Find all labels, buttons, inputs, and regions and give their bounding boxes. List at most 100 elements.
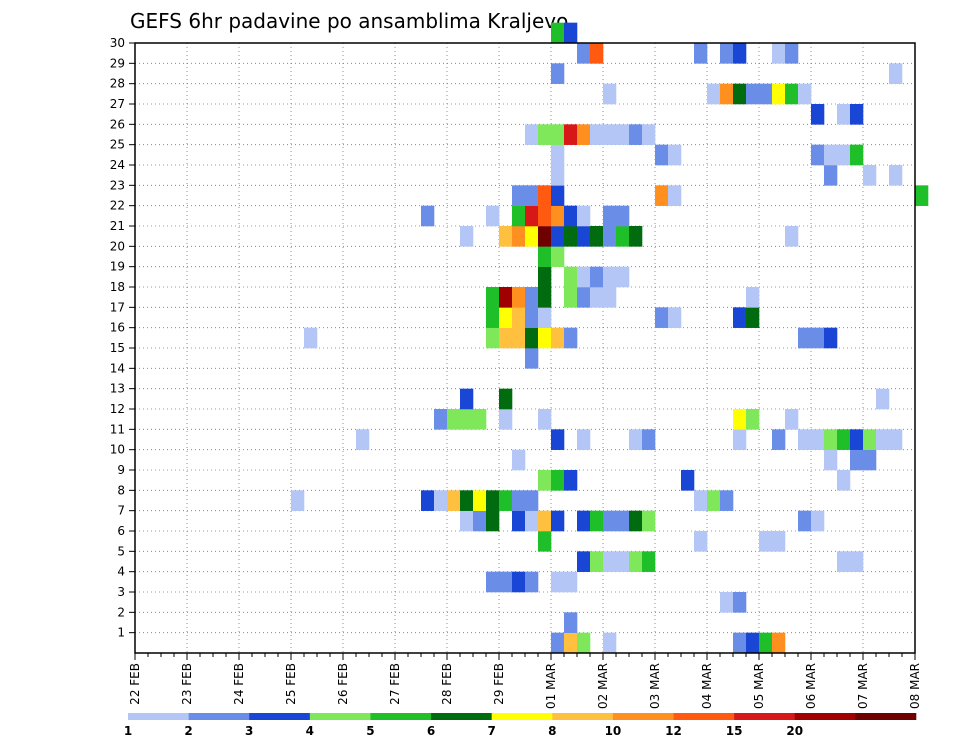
precip-cell	[733, 409, 747, 430]
precip-cell	[668, 144, 682, 166]
y-tick-label: 30	[110, 36, 125, 50]
precip-cell	[720, 83, 734, 105]
precip-cell	[473, 490, 487, 511]
precip-cell	[603, 287, 617, 308]
precip-cell	[525, 307, 539, 328]
precip-cell	[473, 409, 487, 430]
y-tick-label: 23	[110, 178, 125, 192]
precip-cell	[616, 266, 630, 288]
precip-cell	[590, 124, 604, 145]
precip-cell	[876, 388, 890, 410]
precip-cell	[525, 226, 539, 247]
precip-cell	[486, 571, 500, 593]
y-tick-label: 6	[117, 524, 125, 538]
precip-cell	[564, 205, 578, 227]
precip-cell	[746, 307, 760, 328]
precip-cell	[629, 124, 643, 145]
x-tick-label: 29 FEB	[492, 663, 506, 705]
precip-cell	[603, 226, 617, 247]
precip-cell	[577, 43, 591, 64]
precip-cell	[603, 510, 617, 532]
colorbar-swatch	[855, 713, 917, 720]
precip-cell	[850, 551, 864, 572]
precip-cell	[707, 83, 721, 105]
precip-cell	[499, 226, 513, 247]
precip-cell	[551, 470, 565, 491]
colorbar-swatch	[552, 713, 614, 720]
precip-cell	[616, 551, 630, 572]
y-axis: 1234567891011121314151617181920212223242…	[110, 36, 135, 640]
precip-cell	[590, 510, 604, 532]
colorbar: 1 2 3 4 5 6 7 8 10 12 15 20	[124, 713, 917, 738]
precip-cell	[590, 287, 604, 308]
y-tick-label: 29	[110, 56, 125, 70]
precip-cell	[863, 429, 877, 450]
y-tick-label: 8	[117, 483, 125, 497]
precip-cell	[655, 144, 669, 166]
precip-cell	[915, 185, 929, 206]
precip-cell	[863, 165, 877, 186]
colorbar-label: 6	[427, 724, 435, 738]
colorbar-label: 15	[726, 724, 743, 738]
precip-cell	[499, 490, 513, 511]
precip-cell	[629, 510, 643, 532]
precip-cell	[538, 246, 552, 267]
precip-cell	[434, 490, 448, 511]
precip-cell	[486, 510, 500, 532]
colorbar-swatch	[249, 713, 311, 720]
precip-cell	[603, 632, 617, 654]
precip-cell	[538, 266, 552, 288]
precip-cell	[603, 266, 617, 288]
precip-cell	[460, 226, 474, 247]
precip-cell	[551, 429, 565, 450]
colorbar-swatch	[370, 713, 432, 720]
precip-cell	[785, 83, 799, 105]
precip-cell	[512, 307, 526, 328]
precip-cell	[577, 510, 591, 532]
x-tick-label: 22 FEB	[128, 663, 142, 705]
colorbar-label: 1	[124, 724, 132, 738]
precip-cell	[564, 124, 578, 145]
precip-cell	[460, 409, 474, 430]
precip-cell	[525, 185, 539, 206]
precip-cell	[642, 510, 656, 532]
precip-cell	[551, 632, 565, 654]
x-tick-label: 07 MAR	[856, 663, 870, 709]
x-axis: 22 FEB 23 FEB 24 FEB 25 FEB 26 FEB 27 FEB 28 F…	[128, 653, 922, 709]
y-tick-label: 28	[110, 77, 125, 91]
x-tick-label: 26 FEB	[336, 663, 350, 705]
precip-cell	[421, 205, 435, 227]
precip-cell	[460, 388, 474, 410]
precip-cell	[655, 307, 669, 328]
precip-cell	[564, 266, 578, 288]
precip-cell	[811, 429, 825, 450]
precip-cell	[499, 287, 513, 308]
precip-cell	[863, 449, 877, 471]
precip-cell	[720, 592, 734, 613]
precip-cell	[434, 409, 448, 430]
precip-cell	[824, 144, 838, 166]
y-tick-label: 7	[117, 504, 125, 518]
precip-cell	[590, 266, 604, 288]
precip-cell	[759, 632, 773, 654]
precip-cell	[525, 571, 539, 593]
precip-cell	[889, 165, 903, 186]
precip-cell	[486, 490, 500, 511]
precip-cell	[590, 226, 604, 247]
precip-cell	[525, 205, 539, 227]
precip-cell	[564, 22, 578, 44]
precip-cell	[785, 226, 799, 247]
precip-cell	[616, 510, 630, 532]
precip-cell	[837, 144, 851, 166]
precip-cell	[694, 490, 708, 511]
precip-cell	[850, 144, 864, 166]
precip-cell	[525, 510, 539, 532]
data-cells	[291, 22, 929, 654]
precip-cell	[538, 205, 552, 227]
precip-cell	[850, 104, 864, 125]
precip-cell	[668, 307, 682, 328]
precip-cell	[837, 429, 851, 450]
precip-cell	[486, 205, 500, 227]
y-tick-label: 17	[110, 300, 125, 314]
precip-cell	[538, 470, 552, 491]
